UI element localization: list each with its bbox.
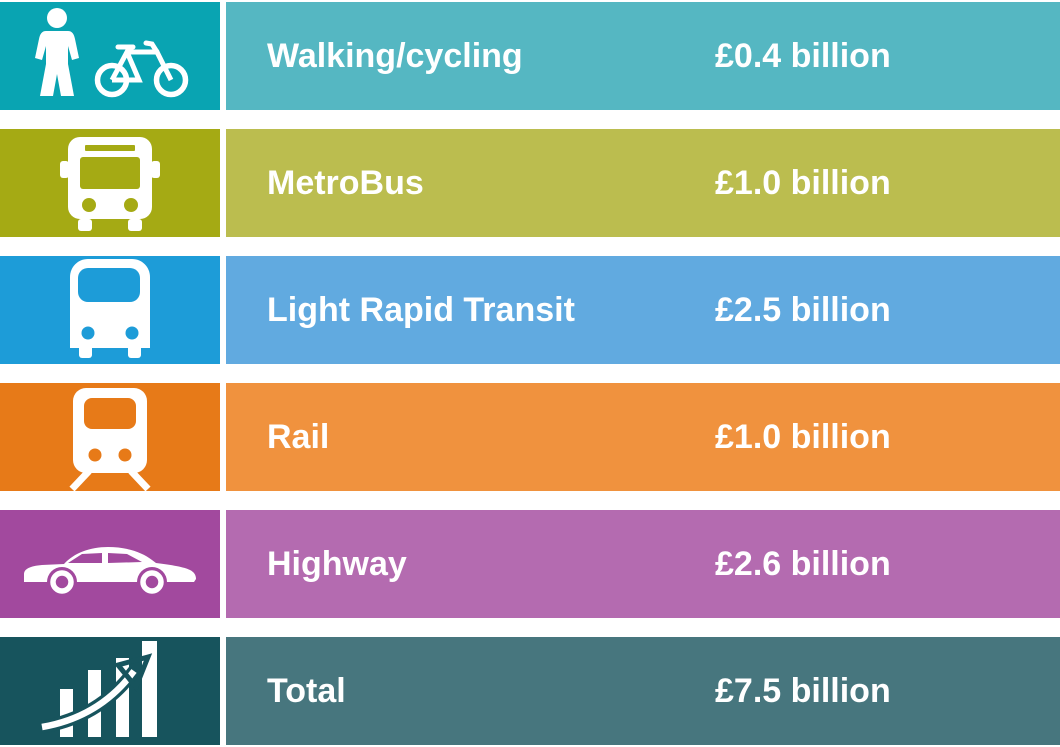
icon-tile: [0, 510, 220, 618]
amount-label: £7.5 billion: [715, 672, 891, 710]
row-metrobus: MetroBus £1.0 billion: [0, 129, 1060, 237]
row-walking-cycling: Walking/cycling £0.4 billion: [0, 2, 1060, 110]
amount-label: £2.5 billion: [715, 291, 891, 329]
amount-label: £1.0 billion: [715, 164, 891, 202]
icon-tile: [0, 383, 220, 491]
train-icon: [69, 388, 151, 491]
category-bar: Light Rapid Transit £2.5 billion: [226, 256, 1060, 364]
category-label: Highway: [267, 545, 407, 583]
bar-chart-growth-icon: [40, 641, 157, 737]
bus-icon: [60, 137, 160, 231]
category-bar: MetroBus £1.0 billion: [226, 129, 1060, 237]
category-label: Light Rapid Transit: [267, 291, 575, 329]
icon-tile: [0, 256, 220, 364]
row-light-rapid-transit: Light Rapid Transit £2.5 billion: [0, 256, 1060, 364]
category-bar: Rail £1.0 billion: [226, 383, 1060, 491]
car-icon: [24, 547, 196, 597]
icon-tile: [0, 2, 220, 110]
amount-label: £1.0 billion: [715, 418, 891, 456]
category-label: Walking/cycling: [267, 37, 523, 75]
amount-label: £2.6 billion: [715, 545, 891, 583]
row-highway: Highway £2.6 billion: [0, 510, 1060, 618]
category-bar: Highway £2.6 billion: [226, 510, 1060, 618]
tram-icon: [70, 259, 150, 358]
pedestrian-bicycle-icon: [35, 8, 189, 98]
row-rail: Rail £1.0 billion: [0, 383, 1060, 491]
category-bar: Walking/cycling £0.4 billion: [226, 2, 1060, 110]
amount-label: £0.4 billion: [715, 37, 891, 75]
category-bar: Total £7.5 billion: [226, 637, 1060, 745]
row-total: Total £7.5 billion: [0, 637, 1060, 745]
icon-tile: [0, 637, 220, 745]
category-label: MetroBus: [267, 164, 424, 202]
icon-tile: [0, 129, 220, 237]
category-label: Rail: [267, 418, 330, 456]
category-label: Total: [267, 672, 346, 710]
